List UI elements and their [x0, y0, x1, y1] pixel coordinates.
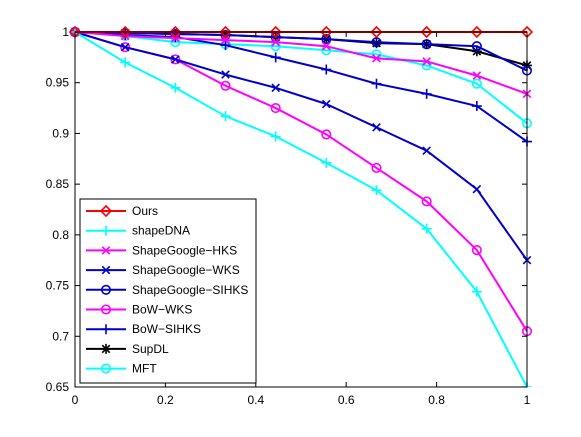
axes-layer: 0 0.2 0.4 0.6 0.8 1 0.65 0.7 0.75 0.8 0.85 0.9 0.95 1 — [46, 25, 531, 407]
data-point — [372, 123, 381, 132]
x-tick-label: 0.4 — [247, 393, 264, 407]
data-point — [471, 101, 482, 112]
legend-marker — [101, 246, 111, 255]
data-point — [471, 245, 482, 256]
legend-entry: BoW−WKS — [86, 303, 192, 317]
y-tick-label: 0.65 — [46, 380, 70, 394]
legend-label: MFT — [132, 362, 157, 376]
legend-marker — [99, 204, 113, 218]
legend-label: Ours — [132, 204, 158, 218]
series-line — [74, 31, 528, 95]
axes-box — [74, 31, 528, 388]
y-tick-label: 0.9 — [52, 126, 69, 140]
data-point — [471, 46, 482, 57]
data-point — [321, 129, 332, 140]
data-point — [271, 37, 281, 47]
data-point — [171, 55, 180, 64]
y-tick-label: 0.75 — [46, 279, 70, 293]
data-point — [421, 88, 432, 99]
data-point — [220, 111, 231, 122]
legend-label: BoW−SIHKS — [132, 322, 201, 336]
data-point — [120, 57, 131, 68]
y-tick-label: 0.7 — [52, 329, 69, 343]
y-tick-label: 0.95 — [46, 76, 70, 90]
legend: Ours shapeDNA ShapeGoogle−HKS ShapeGoogle−W… — [79, 198, 257, 384]
y-tick-label: 1 — [62, 25, 69, 39]
x-tick-label: 0.2 — [157, 393, 174, 407]
data-point — [221, 35, 230, 45]
data-point — [371, 162, 382, 173]
legend-entry: Ours — [86, 204, 158, 218]
y-tick-label: 0.85 — [46, 177, 70, 191]
legend-entry: ShapeGoogle−HKS — [86, 243, 237, 257]
data-point — [321, 34, 332, 45]
legend-label: ShapeGoogle−HKS — [132, 243, 237, 257]
legend-entry: MFT — [86, 362, 157, 376]
x-tick-label: 0 — [72, 393, 79, 407]
x-tick-label: 0.8 — [428, 393, 445, 407]
legend-marker — [100, 304, 112, 315]
data-point — [470, 25, 483, 39]
series-line — [74, 31, 528, 387]
x-tick-label: 1 — [524, 393, 531, 407]
data-point — [220, 80, 231, 91]
data-point — [472, 184, 482, 194]
data-point — [321, 99, 331, 109]
series-line — [74, 31, 528, 125]
data-point — [421, 223, 432, 234]
legend-label: ShapeGoogle−WKS — [132, 263, 240, 277]
data-point — [120, 42, 130, 52]
series-line — [74, 31, 528, 143]
data-point — [269, 25, 282, 39]
legend-marker — [101, 324, 111, 335]
data-point — [370, 25, 383, 39]
data-point — [270, 103, 281, 114]
data-point — [219, 25, 232, 39]
data-point — [472, 71, 482, 80]
legend-entry: ShapeGoogle−SIHKS — [86, 283, 248, 297]
data-point — [270, 131, 281, 142]
legend-marker — [101, 225, 111, 236]
legend-entry: shapeDNA — [86, 224, 190, 238]
data-point — [371, 185, 382, 196]
data-point — [372, 54, 381, 63]
legend-entry: BoW−SIHKS — [86, 322, 201, 336]
data-point — [321, 157, 332, 168]
data-point — [421, 39, 432, 50]
data-point — [471, 78, 482, 89]
data-point — [420, 25, 433, 39]
data-point — [471, 41, 482, 52]
data-point — [169, 25, 182, 39]
data-point — [170, 82, 181, 93]
data-point — [422, 146, 431, 155]
legend-marker — [100, 363, 112, 374]
data-point — [371, 38, 382, 49]
legend-marker — [101, 265, 111, 275]
data-point — [471, 286, 482, 297]
legend-label: BoW−WKS — [132, 303, 192, 317]
legend-label: shapeDNA — [132, 224, 190, 238]
data-point — [371, 78, 382, 89]
legend-entry: SupDL — [86, 342, 169, 356]
data-point — [270, 52, 281, 63]
data-point — [321, 41, 331, 51]
legend-marker — [101, 343, 111, 354]
data-point — [221, 70, 230, 79]
y-tick-label: 0.8 — [52, 228, 69, 242]
legend-entry: ShapeGoogle−WKS — [86, 263, 240, 277]
data-point — [119, 25, 132, 39]
legend-label: ShapeGoogle−SIHKS — [132, 283, 248, 297]
data-point — [421, 196, 432, 207]
data-point — [271, 83, 281, 93]
data-point — [320, 25, 333, 39]
data-point — [220, 40, 231, 51]
data-point — [321, 64, 332, 75]
legend-marker — [100, 284, 112, 295]
legend-label: SupDL — [132, 342, 169, 356]
series-line — [74, 31, 528, 72]
x-tick-label: 0.6 — [338, 393, 355, 407]
data-point — [422, 57, 431, 66]
series-line — [74, 31, 528, 261]
